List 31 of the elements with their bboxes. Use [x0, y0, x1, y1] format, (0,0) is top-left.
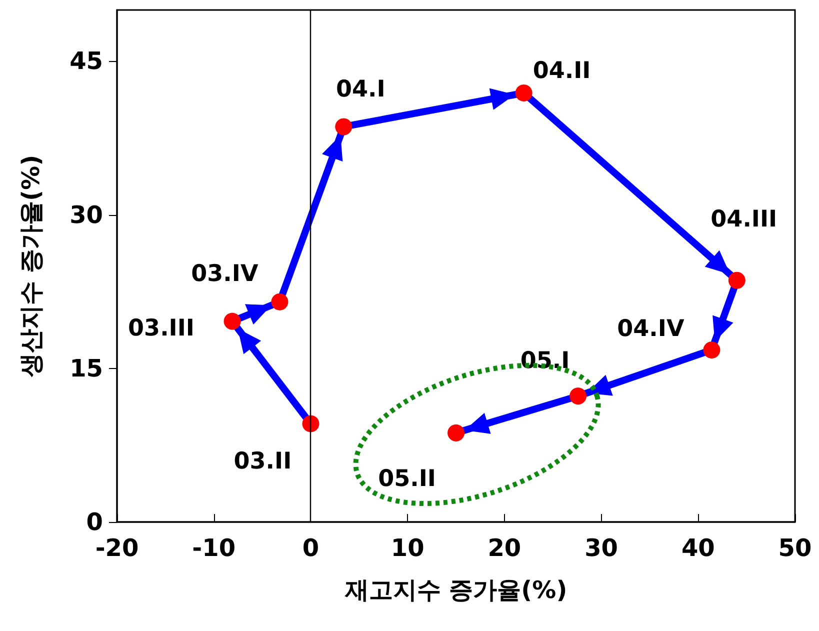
x-tick-label: -10 — [192, 534, 236, 562]
annotation: 05.II — [378, 466, 436, 492]
annotation: 03.III — [128, 315, 194, 342]
x-tick-label: 0 — [302, 534, 320, 562]
y-axis-title: 생산지수 증가율(%) — [17, 154, 45, 378]
point — [271, 293, 288, 310]
y-tick-label: 30 — [70, 200, 103, 229]
point — [224, 312, 241, 330]
point — [703, 341, 720, 358]
point — [515, 84, 532, 102]
x-axis-title: 재고지수 증가율(%) — [344, 576, 568, 604]
point — [335, 118, 352, 136]
annotation: 04.IV — [617, 316, 684, 342]
y-tick-label: 45 — [70, 47, 103, 76]
annotation: 04.II — [532, 58, 591, 84]
point — [448, 424, 464, 442]
x-tick-label: 10 — [390, 534, 424, 562]
x-tick-label: 50 — [778, 534, 812, 562]
x-tick-label: 30 — [584, 534, 618, 562]
x-tick-label: -20 — [95, 534, 139, 562]
x-tick-label: 40 — [681, 534, 715, 562]
y-tick-label: 0 — [86, 508, 103, 536]
x-tick-label: 20 — [488, 534, 522, 562]
point — [728, 272, 746, 289]
point — [302, 415, 320, 432]
y-tick-label: 15 — [70, 354, 103, 382]
annotation: 04.III — [710, 206, 778, 232]
annotation: 03.II — [234, 448, 292, 475]
annotation: 04.I — [336, 76, 386, 103]
point — [570, 388, 587, 405]
annotation: 03.IV — [191, 260, 258, 287]
